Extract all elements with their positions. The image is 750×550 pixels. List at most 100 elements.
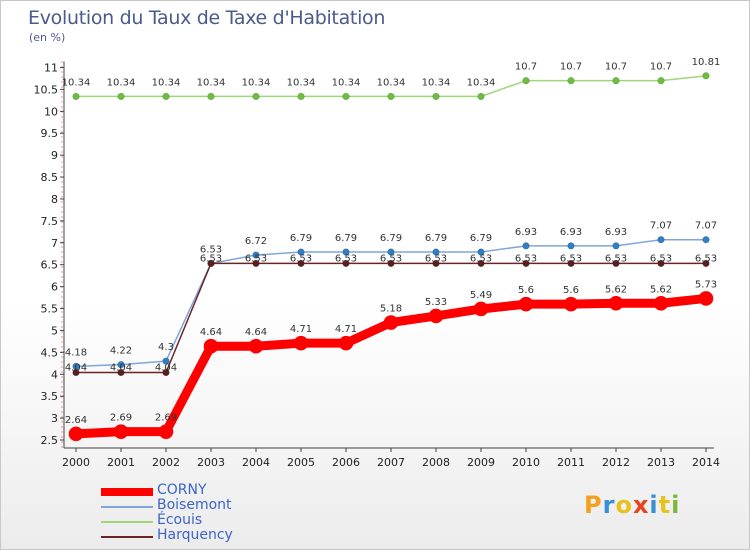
x-tick-label: 2001 <box>107 456 135 469</box>
data-label: 10.34 <box>107 77 136 88</box>
data-label: 6.79 <box>470 233 492 244</box>
data-label: 6.53 <box>200 244 222 255</box>
data-label: 7.07 <box>695 221 717 232</box>
data-label: 4.3 <box>158 342 174 353</box>
data-point <box>477 248 485 256</box>
logo-letter: r <box>602 491 616 519</box>
legend-swatch <box>101 488 153 496</box>
data-label: 10.34 <box>467 77 496 88</box>
data-point <box>518 296 534 312</box>
data-label: 10.81 <box>692 57 721 68</box>
data-point <box>657 259 665 267</box>
data-label: 6.93 <box>515 227 537 238</box>
logo-letter: i <box>671 491 681 519</box>
logo-letter: P <box>584 491 603 519</box>
data-point <box>477 259 485 267</box>
data-label: 10.7 <box>515 62 537 73</box>
data-point <box>113 424 129 439</box>
y-tick-label: 7 <box>51 237 58 250</box>
legend-swatch <box>101 506 153 508</box>
data-label: 5.62 <box>650 284 672 295</box>
data-label: 10.34 <box>377 77 406 88</box>
y-tick-label: 8.5 <box>41 171 59 184</box>
data-label: 10.7 <box>560 62 582 73</box>
data-point <box>72 368 80 377</box>
x-tick-label: 2008 <box>422 456 450 469</box>
x-tick-label: 2013 <box>647 456 675 469</box>
data-label: 10.34 <box>242 77 271 88</box>
data-label: 6.53 <box>470 253 492 264</box>
logo-letter: i <box>649 491 659 519</box>
data-label: 6.53 <box>650 253 672 264</box>
x-tick-label: 2005 <box>287 456 315 469</box>
y-tick-label: 3 <box>51 412 58 425</box>
data-label: 4.04 <box>110 363 132 374</box>
data-label: 6.79 <box>425 233 447 244</box>
data-point <box>207 259 215 267</box>
data-label: 10.7 <box>605 62 627 73</box>
data-label: 7.07 <box>650 221 672 232</box>
chart-subtitle: (en %) <box>29 31 66 44</box>
data-point <box>432 92 440 101</box>
data-label: 6.53 <box>335 253 357 264</box>
x-tick-label: 2003 <box>197 456 225 469</box>
y-tick-label: 4.5 <box>41 346 59 359</box>
y-tick-label: 10.5 <box>34 83 59 96</box>
data-point <box>698 291 714 306</box>
y-tick-label: 7.5 <box>41 215 59 228</box>
data-label: 10.34 <box>287 77 316 88</box>
data-point <box>477 92 485 101</box>
x-tick-label: 2006 <box>332 456 360 469</box>
data-label: 4.71 <box>290 324 312 335</box>
data-point <box>612 77 620 85</box>
legend-label: Boisemont <box>157 497 232 513</box>
y-tick-label: 9 <box>51 149 58 162</box>
data-label: 6.53 <box>200 253 222 264</box>
x-tick-label: 2009 <box>467 456 495 469</box>
data-point <box>117 361 125 369</box>
legend-label: CORNY <box>157 482 207 498</box>
data-point <box>657 236 665 244</box>
x-tick-label: 2007 <box>377 456 405 469</box>
data-point <box>158 424 174 439</box>
data-label: 6.93 <box>560 227 582 238</box>
data-label: 6.79 <box>380 233 402 244</box>
chart-title: Evolution du Taux de Taxe d'Habitation <box>28 7 386 29</box>
data-point <box>162 92 170 101</box>
data-point <box>653 295 669 311</box>
data-label: 10.34 <box>332 77 361 88</box>
data-label: 6.53 <box>560 253 582 264</box>
legend-swatch <box>101 521 153 523</box>
data-point <box>117 368 125 377</box>
data-point <box>522 259 530 267</box>
data-point <box>342 259 350 267</box>
x-tick-label: 2011 <box>557 456 585 469</box>
y-tick-label: 10 <box>44 105 58 118</box>
data-point <box>563 296 579 312</box>
data-point <box>522 77 530 85</box>
y-tick-label: 9.5 <box>41 127 59 140</box>
data-point <box>297 259 305 267</box>
data-label: 5.6 <box>518 285 534 296</box>
data-point <box>252 259 260 267</box>
x-tick-label: 2004 <box>242 456 270 469</box>
data-label: 6.79 <box>290 233 312 244</box>
data-point <box>612 259 620 267</box>
x-tick-label: 2010 <box>512 456 540 469</box>
legend-swatch <box>101 536 153 538</box>
data-point <box>428 308 444 324</box>
data-point <box>567 77 575 85</box>
data-point <box>387 92 395 101</box>
data-point <box>162 368 170 377</box>
data-label: 4.71 <box>335 324 357 335</box>
data-point <box>338 335 354 351</box>
data-point <box>342 248 350 256</box>
data-label: 5.18 <box>380 304 402 315</box>
y-tick-label: 6.5 <box>41 259 59 272</box>
y-tick-label: 11 <box>44 62 58 75</box>
data-point <box>387 248 395 256</box>
data-point <box>567 242 575 250</box>
data-label: 5.33 <box>425 297 447 308</box>
